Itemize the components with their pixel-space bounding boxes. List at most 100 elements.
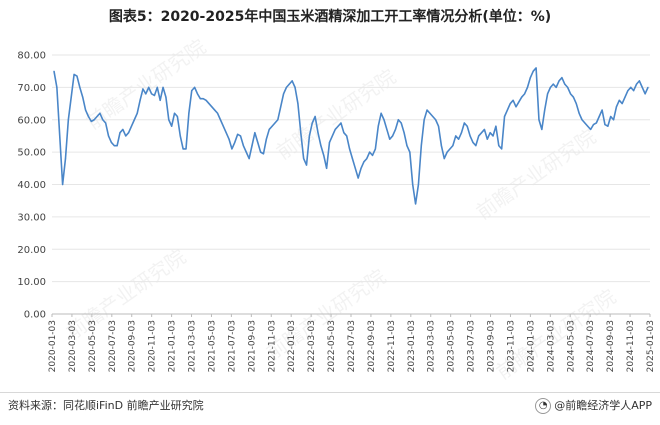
y-tick-label: 40.00 xyxy=(17,180,46,191)
data-point xyxy=(386,128,388,131)
data-point xyxy=(53,70,55,72)
data-point xyxy=(443,158,445,160)
data-point xyxy=(308,135,310,137)
y-tick-label: 50.00 xyxy=(17,148,46,159)
data-point xyxy=(363,161,365,163)
x-tick-label: 2022-03-03 xyxy=(307,320,317,372)
data-point xyxy=(297,102,299,105)
data-point xyxy=(452,145,454,147)
x-tick-label: 2023-01-03 xyxy=(407,320,417,372)
data-point xyxy=(245,151,247,153)
x-tick-label: 2025-01-03 xyxy=(646,320,656,372)
y-axis: 0.00 10.00 20.00 30.00 40.00 50.00 60.00 70.00 8… xyxy=(17,51,46,321)
data-point xyxy=(340,122,342,124)
data-point xyxy=(621,102,623,105)
data-point xyxy=(79,86,81,88)
data-point xyxy=(139,99,141,101)
x-tick-label: 2024-07-03 xyxy=(586,320,596,372)
x-tick-label: 2022-05-03 xyxy=(327,320,337,372)
data-point xyxy=(354,167,356,169)
data-point xyxy=(70,96,72,98)
data-point xyxy=(601,109,603,111)
data-point xyxy=(73,73,75,76)
brand-credit: ◔ @前瞻经济学人APP xyxy=(535,397,652,414)
data-point xyxy=(371,154,374,156)
watermark-text: 前瞻产业研究院 xyxy=(472,124,600,224)
x-tick-label: 2024-09-03 xyxy=(606,320,616,372)
data-point xyxy=(62,183,64,186)
y-tick-label: 80.00 xyxy=(17,51,46,62)
data-point xyxy=(524,93,526,95)
data-point xyxy=(228,138,230,140)
data-point xyxy=(383,119,385,121)
x-tick-label: 2020-01-03 xyxy=(48,320,58,372)
data-point xyxy=(196,93,199,95)
data-point xyxy=(377,125,379,127)
x-tick-label: 2023-03-03 xyxy=(427,320,437,372)
data-point xyxy=(294,86,296,88)
data-point xyxy=(552,83,554,85)
x-tick-label: 2020-09-03 xyxy=(128,320,138,372)
data-point xyxy=(346,135,348,137)
data-point xyxy=(311,122,313,124)
x-tick-label: 2023-05-03 xyxy=(447,320,457,372)
data-point xyxy=(480,132,483,134)
data-point xyxy=(618,99,620,101)
data-point xyxy=(612,119,615,121)
data-point xyxy=(400,122,402,124)
data-point xyxy=(446,151,448,153)
data-point xyxy=(423,119,425,121)
data-point xyxy=(314,115,316,118)
data-point xyxy=(532,70,534,72)
data-point xyxy=(406,145,408,147)
data-point xyxy=(291,80,293,82)
data-point xyxy=(84,109,87,111)
data-point xyxy=(604,124,606,126)
data-point xyxy=(526,86,529,88)
data-point xyxy=(67,119,69,121)
data-point xyxy=(202,98,204,100)
data-point xyxy=(641,86,643,88)
x-tick-label: 2024-11-03 xyxy=(626,320,636,372)
data-point xyxy=(214,109,216,111)
data-point xyxy=(440,145,442,147)
data-point xyxy=(300,132,302,134)
data-point xyxy=(394,128,397,131)
data-point xyxy=(458,138,460,140)
data-point xyxy=(142,88,144,90)
data-point xyxy=(535,67,537,69)
data-point xyxy=(331,135,333,137)
data-point xyxy=(555,86,557,88)
data-point xyxy=(426,109,428,111)
data-point xyxy=(498,145,500,147)
data-point xyxy=(231,148,233,150)
data-point xyxy=(366,158,368,160)
data-point xyxy=(567,86,569,88)
data-point xyxy=(521,96,523,98)
data-point xyxy=(116,145,118,147)
data-point xyxy=(317,132,319,134)
y-tick-label: 10.00 xyxy=(17,277,46,288)
data-point xyxy=(257,141,259,144)
data-point xyxy=(380,112,382,114)
data-point xyxy=(561,77,563,79)
data-point xyxy=(569,93,572,95)
data-point xyxy=(216,112,219,114)
data-point xyxy=(102,119,104,121)
data-point xyxy=(110,141,112,144)
data-point xyxy=(59,135,61,137)
data-point xyxy=(360,167,362,169)
data-point xyxy=(624,96,626,98)
data-point xyxy=(239,135,242,137)
y-tick-label: 70.00 xyxy=(17,83,46,94)
x-tick-label: 2020-11-03 xyxy=(148,320,158,372)
data-point xyxy=(277,119,279,121)
x-tick-label: 2021-01-03 xyxy=(168,320,178,372)
data-point xyxy=(176,115,178,118)
data-point xyxy=(128,132,130,134)
y-tick-label: 20.00 xyxy=(17,245,46,256)
data-point xyxy=(179,135,181,137)
data-point xyxy=(529,77,531,79)
data-point xyxy=(495,125,497,127)
